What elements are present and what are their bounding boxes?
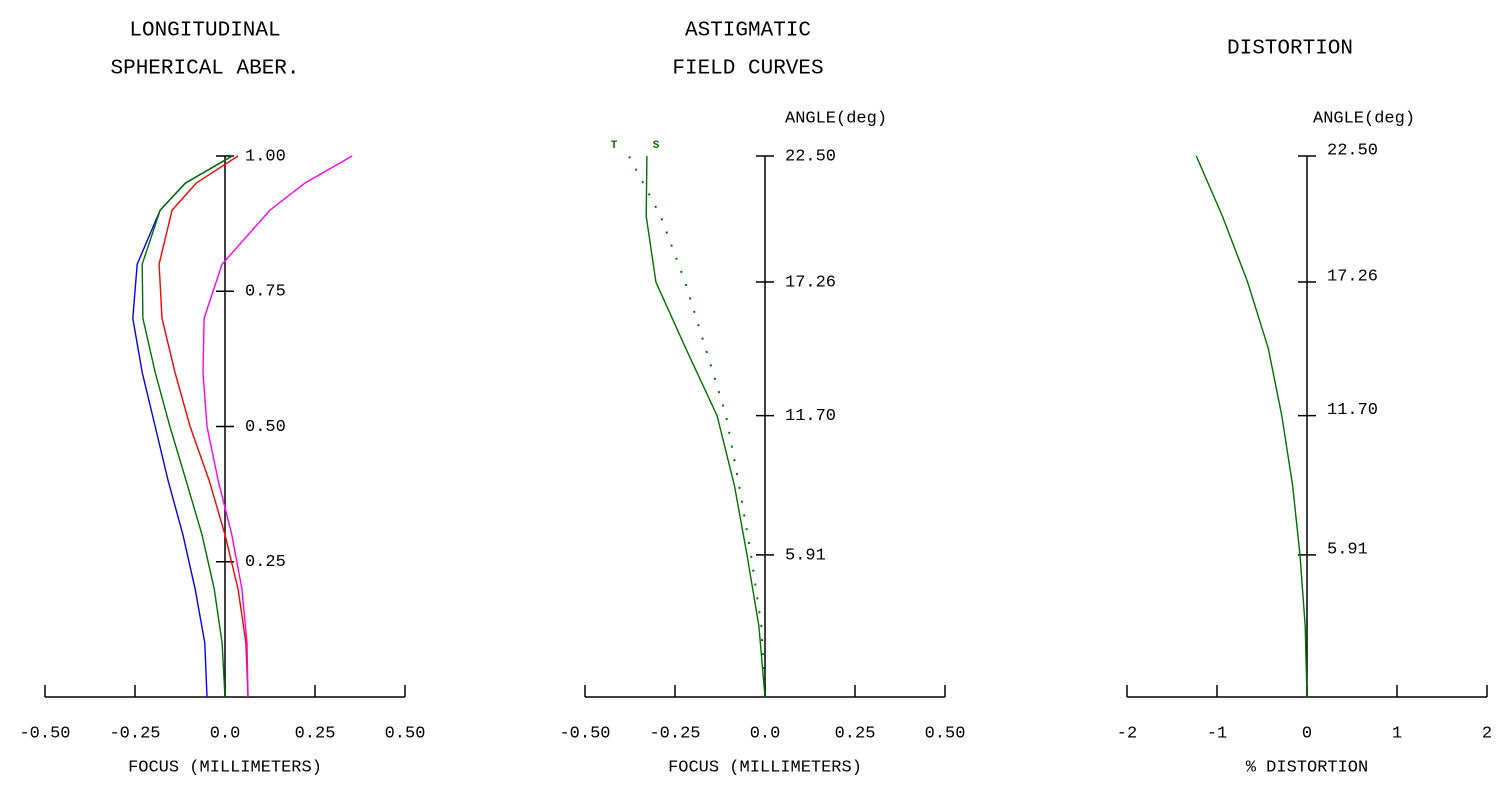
series-line xyxy=(1195,155,1308,698)
x-tick-label: -0.25 xyxy=(649,724,700,743)
x-tick-label: -0.50 xyxy=(19,724,70,743)
x-axis-label: FOCUS (MILLIMETERS) xyxy=(668,758,862,777)
x-tick-label: 1 xyxy=(1392,724,1402,743)
y-axis-label: ANGLE(deg) xyxy=(785,109,887,128)
y-tick-label: 22.50 xyxy=(785,147,836,166)
chart-title: DISTORTION xyxy=(1227,38,1353,61)
y-tick-label: 0.50 xyxy=(245,418,286,437)
legend-label: S xyxy=(653,140,660,152)
y-tick-label: 5.91 xyxy=(1327,540,1368,559)
y-tick-label: 0.75 xyxy=(245,283,286,302)
x-tick-label: -2 xyxy=(1117,724,1137,743)
y-axis-label: ANGLE(deg) xyxy=(1313,109,1415,128)
x-tick-label: 0.25 xyxy=(295,724,336,743)
x-tick-label: 0.0 xyxy=(210,724,241,743)
series-line xyxy=(202,155,353,698)
x-axis-label: FOCUS (MILLIMETERS) xyxy=(128,758,322,777)
y-tick-label: 0.25 xyxy=(245,553,286,572)
y-tick-label: 5.91 xyxy=(785,546,826,565)
x-tick-label: -1 xyxy=(1207,724,1227,743)
series-line xyxy=(158,155,249,698)
y-tick-label: 1.00 xyxy=(245,147,286,166)
x-tick-label: 2 xyxy=(1482,724,1492,743)
chart-title: SPHERICAL ABER. xyxy=(110,58,299,81)
chart-title: FIELD CURVES xyxy=(672,58,823,81)
x-axis-label: % DISTORTION xyxy=(1246,758,1368,777)
x-tick-label: -0.50 xyxy=(559,724,610,743)
x-tick-label: 0 xyxy=(1302,724,1312,743)
chart-title: ASTIGMATIC xyxy=(685,20,811,43)
series-line xyxy=(645,155,766,698)
legend-label: T xyxy=(611,140,618,152)
chart-title: LONGITUDINAL xyxy=(129,20,280,43)
y-tick-label: 11.70 xyxy=(1327,401,1378,420)
x-tick-label: 0.50 xyxy=(385,724,426,743)
y-tick-label: 17.26 xyxy=(1327,267,1378,286)
x-tick-label: 0.25 xyxy=(835,724,876,743)
x-tick-label: -0.25 xyxy=(109,724,160,743)
x-tick-label: 0.50 xyxy=(925,724,966,743)
x-tick-label: 0.0 xyxy=(750,724,781,743)
series-line xyxy=(141,155,233,698)
y-tick-label: 11.70 xyxy=(785,407,836,426)
y-tick-label: 22.50 xyxy=(1327,141,1378,160)
y-tick-label: 17.26 xyxy=(785,273,836,292)
